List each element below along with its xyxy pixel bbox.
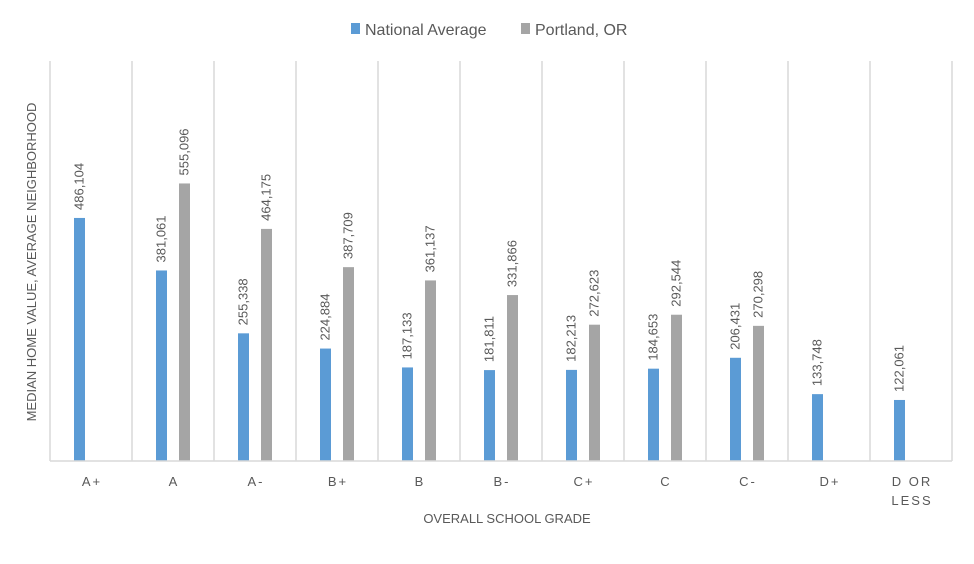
legend-label-national-average: National Average [365, 22, 487, 39]
data-label-national-average-7: 184,653 [646, 314, 661, 361]
x-tick-label-0: A+ [82, 474, 102, 489]
bar-portland-4 [425, 280, 436, 461]
legend: National Average Portland, OR [351, 22, 627, 39]
bar-national-average-7 [648, 368, 659, 461]
x-tick-label-4: B [415, 474, 426, 489]
bar-national-average-9 [812, 394, 823, 461]
x-tick-label-7: C [660, 474, 671, 489]
data-label-national-average-10: 122,061 [892, 345, 907, 392]
x-tick-label-3: B+ [328, 474, 348, 489]
bar-national-average-8 [730, 357, 741, 461]
bar-national-average-3 [320, 348, 331, 461]
bar-portland-5 [507, 295, 518, 461]
data-label-portland-6: 272,623 [587, 270, 602, 317]
data-label-national-average-2: 255,338 [236, 278, 251, 325]
data-label-national-average-9: 133,748 [810, 339, 825, 386]
bar-national-average-5 [484, 370, 495, 461]
data-label-national-average-3: 224,884 [318, 294, 333, 341]
data-label-national-average-5: 181,811 [482, 316, 497, 362]
data-label-national-average-6: 182,213 [564, 315, 579, 362]
legend-label-portland: Portland, OR [535, 22, 627, 39]
data-label-national-average-8: 206,431 [728, 303, 743, 350]
x-tick-label-9: D+ [820, 474, 841, 489]
bar-national-average-4 [402, 367, 413, 461]
data-label-portland-1: 555,096 [177, 128, 192, 175]
data-label-national-average-4: 187,133 [400, 312, 415, 359]
bar-national-average-2 [238, 333, 249, 461]
bar-portland-3 [343, 267, 354, 461]
bar-portland-2 [261, 228, 272, 461]
legend-swatch-national-average [351, 23, 360, 34]
bar-national-average-10 [894, 399, 905, 461]
data-label-portland-8: 270,298 [751, 271, 766, 318]
x-tick-labels: A+ A A- B+ B B- C+ C C- D+ D OR LESS [82, 474, 933, 508]
bars [74, 183, 905, 461]
category-separators [49, 61, 953, 461]
y-axis-title: MEDIAN HOME VALUE, AVERAGE NEIGHBORHOOD [24, 103, 39, 422]
x-tick-label-10-line-1: LESS [891, 493, 932, 508]
bar-portland-6 [589, 324, 600, 461]
bar-national-average-1 [156, 270, 167, 461]
x-tick-label-1: A [169, 474, 180, 489]
data-label-portland-7: 292,544 [669, 260, 684, 307]
data-label-portland-5: 331,866 [505, 240, 520, 287]
data-labels: 486,104 381,061 555,096 255,338 464,175 224,8… [72, 128, 907, 392]
data-label-portland-3: 387,709 [341, 212, 356, 259]
x-axis-title: OVERALL SCHOOL GRADE [423, 511, 591, 526]
legend-swatch-portland [521, 23, 530, 34]
data-label-portland-4: 361,137 [423, 225, 438, 272]
bar-portland-8 [753, 325, 764, 461]
bar-national-average-6 [566, 369, 577, 461]
x-tick-label-2: A- [248, 474, 265, 489]
data-label-portland-2: 464,175 [259, 174, 274, 221]
data-label-national-average-1: 381,061 [154, 215, 169, 262]
x-tick-label-5: B- [494, 474, 511, 489]
x-tick-label-8: C- [739, 474, 757, 489]
bar-portland-1 [179, 183, 190, 461]
bar-national-average-0 [74, 217, 85, 461]
bar-portland-7 [671, 314, 682, 461]
x-tick-label-6: C+ [574, 474, 595, 489]
data-label-national-average-0: 486,104 [72, 163, 87, 210]
x-tick-label-10-line-0: D OR [892, 474, 933, 489]
